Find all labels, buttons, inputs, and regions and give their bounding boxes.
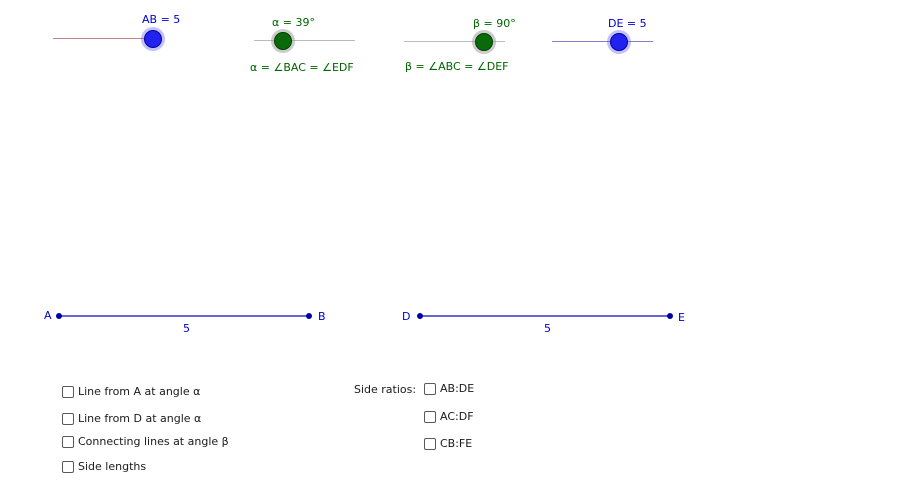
point-e-label: E xyxy=(678,311,685,324)
checkbox-label: AB:DE xyxy=(440,382,475,395)
checkbox-connecting-lines[interactable]: Connecting lines at angle β xyxy=(62,435,229,448)
slider-alpha-knob[interactable] xyxy=(274,32,292,50)
checkbox-ratio-cb-fe[interactable]: CB:FE xyxy=(424,437,472,450)
slider-beta-caption: β = ∠ABC = ∠DEF xyxy=(405,60,509,73)
slider-beta-label: β = 90° xyxy=(473,17,516,30)
slider-ab-knob[interactable] xyxy=(144,30,162,48)
point-d[interactable] xyxy=(417,313,423,319)
checkbox-line-from-d[interactable]: Line from D at angle α xyxy=(62,412,201,425)
slider-beta-knob[interactable] xyxy=(475,33,493,51)
point-d-label: D xyxy=(402,310,411,323)
slider-ab-track xyxy=(53,38,153,39)
checkbox-label: Side lengths xyxy=(78,460,147,473)
slider-de[interactable] xyxy=(552,33,653,51)
slider-ab-label: AB = 5 xyxy=(142,13,181,26)
slider-beta[interactable] xyxy=(404,33,505,51)
checkbox-label: Line from A at angle α xyxy=(78,385,201,398)
checkbox-box[interactable] xyxy=(62,412,74,425)
slider-beta-track xyxy=(404,41,505,42)
slider-alpha-label: α = 39° xyxy=(272,16,315,29)
checkbox-ratio-ac-df[interactable]: AC:DF xyxy=(424,410,474,423)
checkbox-ratio-ab-de[interactable]: AB:DE xyxy=(424,382,474,395)
segment-de[interactable] xyxy=(420,315,670,317)
slider-alpha-track xyxy=(254,40,355,41)
checkbox-label: CB:FE xyxy=(440,437,473,450)
checkbox-box[interactable] xyxy=(62,435,74,448)
point-a[interactable] xyxy=(56,313,62,319)
slider-ab[interactable] xyxy=(53,30,162,48)
slider-de-label: DE = 5 xyxy=(608,17,647,30)
point-b-label: B xyxy=(318,310,326,323)
segment-ab[interactable] xyxy=(59,315,309,317)
checkbox-side-lengths[interactable]: Side lengths xyxy=(62,460,146,473)
side-ratios-heading: Side ratios: xyxy=(354,383,417,396)
slider-alpha-caption: α = ∠BAC = ∠EDF xyxy=(250,61,354,74)
checkbox-label: Connecting lines at angle β xyxy=(78,435,229,448)
checkbox-box[interactable] xyxy=(62,460,74,473)
checkbox-box[interactable] xyxy=(424,382,436,395)
checkbox-label: Line from D at angle α xyxy=(78,412,202,425)
checkbox-label: AC:DF xyxy=(440,410,474,423)
checkbox-box[interactable] xyxy=(62,385,74,398)
slider-alpha[interactable] xyxy=(254,32,355,50)
slider-de-knob[interactable] xyxy=(610,33,628,51)
segment-ab-length: 5 xyxy=(183,322,190,335)
segment-de-length: 5 xyxy=(544,322,551,335)
point-e[interactable] xyxy=(667,313,673,319)
point-b[interactable] xyxy=(306,313,312,319)
checkbox-box[interactable] xyxy=(424,437,436,450)
slider-de-track xyxy=(552,41,653,42)
checkbox-box[interactable] xyxy=(424,410,436,423)
point-a-label: A xyxy=(44,309,52,322)
checkbox-line-from-a[interactable]: Line from A at angle α xyxy=(62,385,200,398)
